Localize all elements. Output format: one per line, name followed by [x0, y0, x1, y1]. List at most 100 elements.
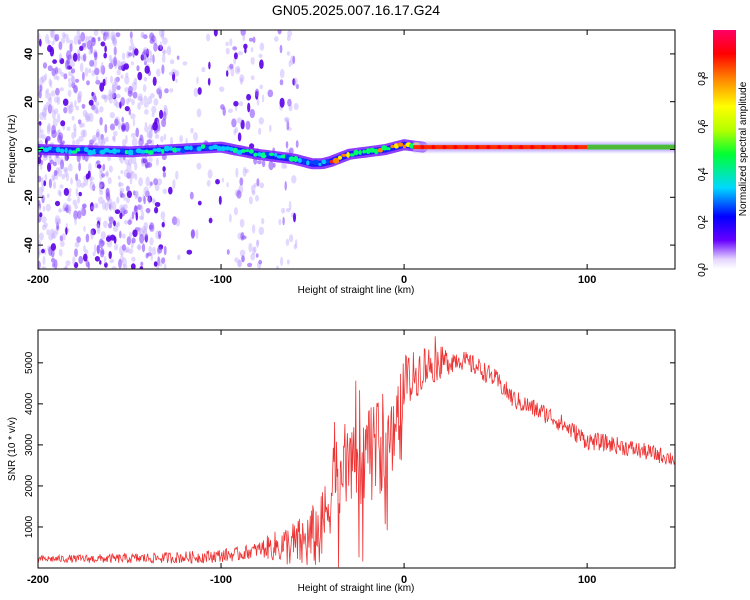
noise-blob [111, 84, 117, 94]
tail-dot [431, 145, 436, 150]
noise-blob [122, 52, 126, 61]
noise-blob [142, 84, 147, 93]
noise-blob [102, 199, 106, 210]
noise-blob [125, 72, 129, 78]
x-tick-label: -100 [210, 274, 232, 286]
noise-blob [41, 224, 47, 231]
snr-axes: -200 -100 0 100 1000 2000 3000 4000 5000 [24, 330, 675, 586]
noise-blob [108, 251, 112, 259]
noise-blob [177, 254, 181, 261]
noise-blob [89, 139, 95, 145]
noise-blob [144, 122, 148, 127]
noise-blob [49, 80, 53, 88]
ridge-blob [68, 149, 73, 155]
noise-blob [81, 103, 86, 109]
noise-blob [151, 105, 157, 114]
noise-blob [111, 81, 118, 92]
ridge-blob [161, 148, 165, 154]
ridge-blob [302, 158, 306, 164]
noise-blob [145, 176, 150, 187]
noise-blob [213, 30, 218, 37]
noise-blob [78, 255, 84, 264]
noise-blob [163, 245, 167, 256]
noise-blob [124, 121, 130, 132]
noise-blob [267, 89, 274, 98]
noise-blob [258, 259, 263, 265]
noise-blob [51, 174, 55, 182]
noise-blob [84, 67, 89, 77]
noise-blob [59, 184, 64, 189]
noise-blob [64, 264, 68, 269]
noise-blob [96, 216, 102, 222]
noise-blob [293, 77, 298, 87]
noise-blob [128, 108, 132, 116]
noise-blob [77, 119, 82, 125]
noise-blob [172, 179, 176, 189]
noise-blob [156, 88, 161, 95]
noise-blob [125, 134, 128, 144]
noise-blob [137, 140, 141, 147]
noise-blob [119, 204, 125, 211]
noise-blob [160, 211, 166, 220]
noise-blob [87, 170, 91, 179]
noise-blob [295, 140, 299, 148]
noise-blob [48, 178, 53, 189]
noise-blob [153, 98, 159, 106]
noise-blob [247, 102, 251, 113]
noise-blob [68, 206, 72, 215]
noise-blob [105, 236, 112, 242]
noise-blob [148, 245, 152, 253]
noise-blob [92, 184, 96, 192]
noise-blob [146, 49, 151, 55]
snr-content [38, 336, 675, 568]
noise-blob [117, 65, 124, 71]
noise-blob [196, 76, 199, 85]
x-tick-label: 0 [401, 274, 407, 286]
noise-blob [236, 117, 243, 124]
noise-blob [70, 74, 75, 84]
noise-blob [280, 256, 284, 266]
noise-blob [134, 161, 138, 171]
y-tick-label: 40 [23, 48, 35, 60]
noise-blob [175, 170, 179, 180]
colorbar-tick-label: 0.4 [697, 167, 708, 181]
noise-blob [38, 33, 41, 40]
snr-xlabel: Height of straight line (km) [298, 583, 415, 594]
noise-blob [134, 193, 138, 200]
noise-blob [281, 207, 286, 214]
noise-blob [149, 55, 155, 61]
noise-blob [250, 47, 254, 53]
noise-blob [39, 112, 45, 121]
tail-dot [530, 145, 535, 150]
noise-blob [58, 53, 63, 61]
noise-blob [68, 54, 75, 63]
noise-blob [85, 115, 90, 123]
noise-blob [230, 66, 235, 77]
noise-blob [113, 98, 118, 107]
noise-blob [168, 186, 173, 195]
noise-blob [90, 228, 97, 236]
noise-blob [116, 69, 121, 76]
noise-blob [196, 162, 202, 170]
noise-blob [95, 101, 100, 107]
noise-blob [54, 200, 61, 207]
noise-blob [150, 254, 153, 261]
noise-blob [295, 239, 298, 249]
noise-blob [82, 203, 87, 209]
noise-blob [284, 164, 288, 169]
noise-blob [68, 77, 71, 83]
noise-blob [41, 184, 45, 193]
noise-blob [61, 32, 66, 38]
noise-blob [126, 172, 132, 179]
noise-blob [108, 89, 112, 98]
colorbar-tick-label: 0.2 [697, 215, 708, 229]
noise-blob [259, 42, 265, 51]
colorbar-ticks: 0.0 0.2 0.4 0.6 0.8 [697, 71, 708, 277]
noise-blob [114, 77, 119, 86]
ridge-blob [373, 148, 379, 155]
noise-blob [133, 190, 136, 196]
noise-blob [52, 161, 57, 167]
noise-blob [41, 133, 46, 140]
noise-blob [145, 252, 149, 259]
ridge-blob [245, 149, 250, 153]
